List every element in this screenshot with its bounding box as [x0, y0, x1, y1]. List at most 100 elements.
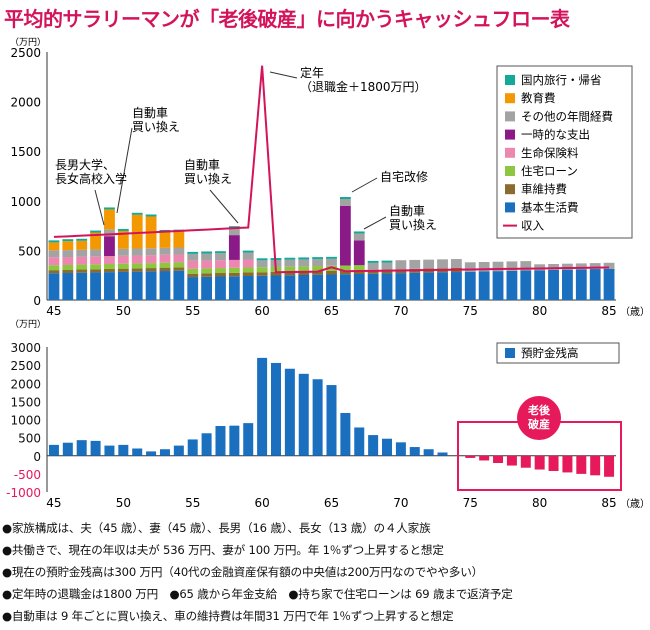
bar [159, 449, 170, 456]
bar-segment [201, 253, 213, 261]
assumption-notes: ●家族構成は、夫（45 歳）、妻（45 歳）、長男（16 歳）、長女（13 歳）… [2, 517, 648, 627]
bar-segment [90, 272, 101, 300]
bar-segment [117, 248, 129, 256]
cashflow-chart: （万円） 0 500 1000 1500 2000 2500 45 50 55 60 65 70 75 80… [10, 37, 650, 318]
bankruptcy-callout: 老後破産 [457, 396, 622, 491]
bar-segment [575, 263, 587, 270]
bar-segment [603, 268, 615, 300]
bar-segment [423, 272, 435, 300]
bar-segment [145, 271, 157, 300]
annotation-leader [94, 189, 105, 226]
legend-label: 住宅ローン [521, 164, 578, 178]
bar-segment [548, 269, 559, 300]
bar-segment [548, 263, 559, 270]
bar-segment [506, 270, 518, 300]
bar-segment [367, 273, 379, 300]
bar-segment [62, 257, 74, 265]
bar-segment [159, 231, 171, 248]
bar-segment [117, 271, 129, 300]
bar-segment [256, 267, 268, 273]
bar-segment [242, 250, 254, 253]
bar-segment [104, 209, 115, 230]
bar [243, 423, 254, 456]
bar [215, 426, 226, 456]
annotations: 定年（退職金＋1800万円）自動車買い換え長男大学、長女高校入学自動車買い換え自… [55, 65, 437, 232]
y-tick-label: 1500 [10, 395, 41, 409]
bar-segment [187, 251, 199, 254]
x-tick-label: 45 [46, 304, 61, 318]
bar-segment [187, 260, 199, 269]
bar-segment [312, 271, 324, 275]
bar-segment [131, 248, 143, 256]
x-tick-label: 50 [116, 496, 131, 510]
bar-segment [256, 272, 268, 276]
bar-segment [76, 238, 88, 241]
legend-label: 車維持費 [521, 182, 567, 196]
bar-segment [395, 260, 407, 270]
bar-segment [562, 269, 573, 300]
bar-segment [201, 251, 213, 254]
bar-segment [242, 267, 254, 273]
bar [312, 379, 323, 456]
bar-segment [117, 255, 129, 264]
bar-segment [187, 273, 199, 278]
x-unit-label: （歳） [620, 498, 650, 510]
x-tick-label: 70 [393, 496, 408, 510]
bar-segment [437, 272, 448, 300]
bar-segment [312, 266, 324, 272]
bar-segment [381, 273, 393, 300]
bar [409, 447, 420, 456]
bar-segment [437, 259, 448, 269]
legend-label: 教育費 [521, 91, 556, 105]
bar-segment [131, 263, 143, 269]
bar-segment [450, 259, 462, 268]
x-tick-label: 85 [601, 496, 616, 510]
annotation-label: 自宅改修 [380, 169, 428, 184]
bar-segment [187, 268, 199, 274]
bar-segment [173, 247, 185, 255]
note-line: ●自動車は 9 年ごとに買い換え、車の維持費は年間31 万円で年 1％ずつ上昇す… [2, 609, 454, 623]
annotation-label: （退職金＋1800万円） [300, 79, 427, 94]
y-tick-label: 2000 [10, 377, 41, 391]
bar-segment [117, 228, 129, 231]
bar-segment [173, 270, 185, 300]
x-tick-label: 65 [324, 496, 339, 510]
bar [118, 444, 129, 456]
bar-segment [506, 261, 518, 271]
bar [201, 433, 212, 456]
bar-segment [62, 241, 74, 251]
bar [298, 373, 309, 456]
bar-segment [90, 249, 101, 257]
bar-segment [395, 273, 407, 300]
y-tick-label: 2500 [10, 46, 41, 60]
note-line: ●共働きで、現在の年収は夫が 536 万円、妻が 100 万円。年 1％ずつ上昇… [2, 543, 444, 557]
bar-segment [187, 277, 199, 300]
bar [368, 435, 379, 456]
bar-segment [76, 249, 88, 257]
callout-text: 老後 [527, 403, 551, 417]
bar-segment [367, 260, 379, 263]
bar-segment [215, 253, 226, 261]
bar-segment [242, 259, 254, 268]
legend-swatch [505, 129, 515, 140]
bar-segment [76, 272, 88, 300]
bar-segment [242, 275, 254, 300]
bar-segment [104, 207, 115, 210]
legend-label: 預貯金残高 [521, 346, 579, 360]
bar [520, 455, 531, 468]
bar-segment [228, 276, 240, 300]
bar-segment [326, 274, 337, 300]
bar-segment [589, 269, 601, 300]
bar-segment [215, 276, 226, 300]
x-tick-label: 45 [46, 496, 61, 510]
bar-segment [90, 264, 101, 270]
bar-segment [339, 265, 351, 271]
x-tick-label: 55 [185, 496, 200, 510]
annotation-label: 買い換え [184, 172, 232, 186]
y-tick-label: 1000 [10, 195, 41, 209]
legend-label: 国内旅行・帰省 [521, 73, 602, 87]
bar-segment [131, 268, 143, 272]
bar [104, 445, 115, 456]
bar-segment [256, 258, 268, 261]
bar [465, 455, 476, 458]
